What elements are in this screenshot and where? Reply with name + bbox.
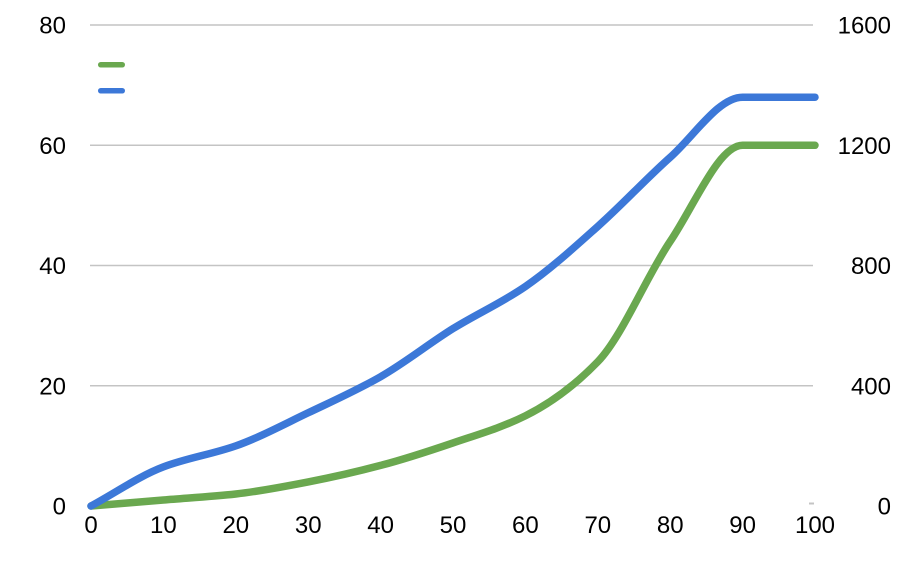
- series-line-blue-series: [87, 93, 819, 510]
- x-axis-label: 0: [84, 512, 97, 539]
- x-axis-label: 70: [584, 512, 611, 539]
- left-axis-label: 20: [39, 373, 66, 400]
- x-axis-label: 90: [729, 512, 756, 539]
- legend-swatch-green: [98, 62, 125, 68]
- x-axis-label: 10: [150, 512, 177, 539]
- right-axis-label: 1600: [838, 13, 891, 40]
- x-axis-label: 50: [440, 512, 467, 539]
- right-axis-label: 0: [878, 494, 891, 521]
- right-axis-label: 400: [851, 373, 891, 400]
- x-axis-label: 60: [512, 512, 539, 539]
- left-axis-label: 0: [53, 494, 66, 521]
- x-axis-label: 100: [795, 512, 835, 539]
- left-axis-label: 60: [39, 133, 66, 160]
- x-axis-tick: [809, 502, 814, 505]
- right-axis-label: 800: [851, 253, 891, 280]
- x-axis-label: 40: [367, 512, 394, 539]
- x-axis-label: 20: [222, 512, 249, 539]
- legend-swatch-blue: [98, 88, 125, 94]
- x-axis-label: 80: [657, 512, 684, 539]
- series-line-green-series: [87, 141, 819, 510]
- right-axis-label: 1200: [838, 133, 891, 160]
- left-axis-label: 40: [39, 253, 66, 280]
- left-axis-label: 80: [39, 13, 66, 40]
- x-axis-label: 30: [295, 512, 322, 539]
